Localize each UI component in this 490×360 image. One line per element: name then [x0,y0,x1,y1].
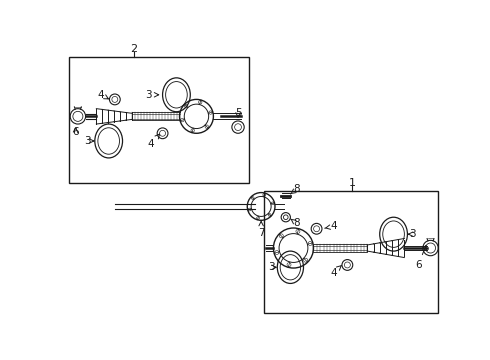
Text: 1: 1 [348,178,356,188]
Text: 4: 4 [147,134,160,149]
Text: 8: 8 [291,219,300,228]
Text: 6: 6 [415,246,426,270]
Text: 4: 4 [330,265,342,278]
Text: 5: 5 [235,108,242,118]
Bar [69,57,249,183]
Text: 3: 3 [84,136,94,146]
Text: 2: 2 [130,44,138,54]
Text: 4: 4 [98,90,108,100]
Bar [264,191,438,313]
Text: 8: 8 [291,184,300,194]
Text: 3: 3 [146,90,159,100]
Text: 6: 6 [72,127,79,137]
Text: 3: 3 [409,229,416,239]
Text: 3: 3 [269,262,276,272]
Text: 4: 4 [325,221,337,231]
Text: 7: 7 [258,221,265,238]
